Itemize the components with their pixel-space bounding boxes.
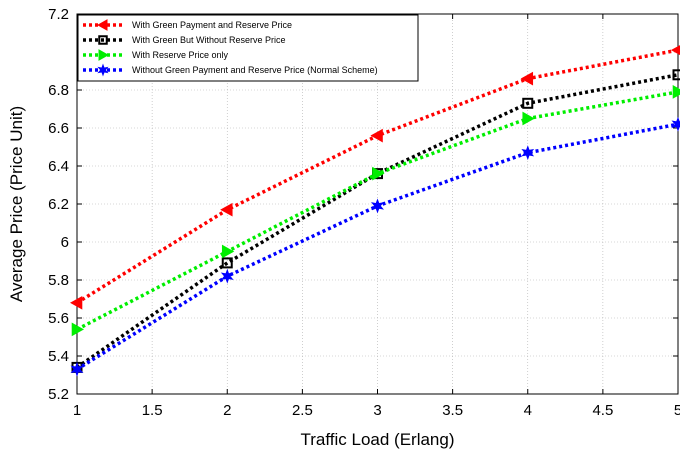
legend-label: With Green But Without Reserve Price (132, 35, 286, 45)
legend-label: With Reserve Price only (132, 50, 229, 60)
square-marker (221, 257, 233, 269)
triangle-right-marker (71, 322, 85, 337)
legend-entry: With Green But Without Reserve Price (83, 35, 286, 45)
square-marker (522, 97, 534, 109)
triangle-right-marker (372, 166, 385, 181)
y-tick-label: 5.8 (48, 272, 69, 289)
triangle-right-marker (672, 85, 680, 99)
star-marker (371, 198, 384, 214)
triangle-left-marker (220, 202, 233, 217)
axis-ticks: 1 1.5 2 2.5 3 3.5 4 4.5 5 5.2 5.4 5.6 5.8 6 6.2 6.4 6.6 6… (48, 6, 680, 419)
y-tick-label: 5.4 (48, 348, 69, 365)
x-tick-label: 3.5 (442, 402, 463, 419)
triangle-right-marker (522, 111, 535, 126)
x-tick-label: 1.5 (142, 402, 163, 419)
x-tick-label: 3 (373, 402, 381, 419)
legend-entry: Without Green Payment and Reserve Price … (83, 63, 378, 77)
triangle-left-marker (69, 295, 83, 310)
triangle-right-marker (98, 49, 110, 61)
x-tick-label: 4.5 (592, 402, 613, 419)
star-marker (70, 361, 84, 377)
y-axis-title: Average Price (Price Unit) (7, 106, 26, 302)
x-axis-title: Traffic Load (Erlang) (300, 430, 454, 449)
star-marker (521, 145, 535, 161)
legend-box (77, 14, 419, 82)
y-tick-label: 6.4 (48, 158, 69, 175)
y-tick-label: 6.6 (48, 120, 69, 137)
legend-entry: With Green Payment and Reserve Price (83, 19, 292, 31)
x-tick-label: 2 (223, 402, 231, 419)
x-tick-label: 5 (674, 402, 680, 419)
series-lines (69, 45, 680, 377)
triangle-right-marker (221, 244, 235, 259)
y-tick-label: 5.2 (48, 386, 69, 403)
star-marker (97, 63, 109, 77)
y-tick-label: 5.6 (48, 310, 69, 327)
legend-label: With Green Payment and Reserve Price (132, 20, 292, 30)
x-tick-label: 1 (73, 402, 81, 419)
triangle-left-marker (370, 128, 383, 143)
star-marker (671, 116, 680, 132)
x-tick-label: 4 (524, 402, 532, 419)
triangle-left-marker (670, 45, 680, 56)
square-marker (672, 69, 680, 81)
square-marker (98, 35, 108, 45)
y-tick-label: 6 (61, 234, 69, 251)
triangle-left-marker (96, 19, 108, 31)
y-tick-label: 6.2 (48, 196, 69, 213)
series (70, 116, 680, 377)
y-tick-label: 7.2 (48, 6, 69, 23)
legend-label: Without Green Payment and Reserve Price … (132, 65, 378, 75)
series-line (76, 73, 679, 369)
legend: With Green Payment and Reserve Price With… (77, 14, 419, 82)
x-tick-label: 2.5 (292, 402, 313, 419)
series (69, 45, 680, 310)
series (71, 69, 680, 373)
legend-entry: With Reserve Price only (83, 49, 229, 61)
series (71, 85, 680, 337)
y-tick-label: 6.8 (48, 82, 69, 99)
triangle-left-marker (520, 71, 534, 86)
star-marker (220, 268, 234, 284)
